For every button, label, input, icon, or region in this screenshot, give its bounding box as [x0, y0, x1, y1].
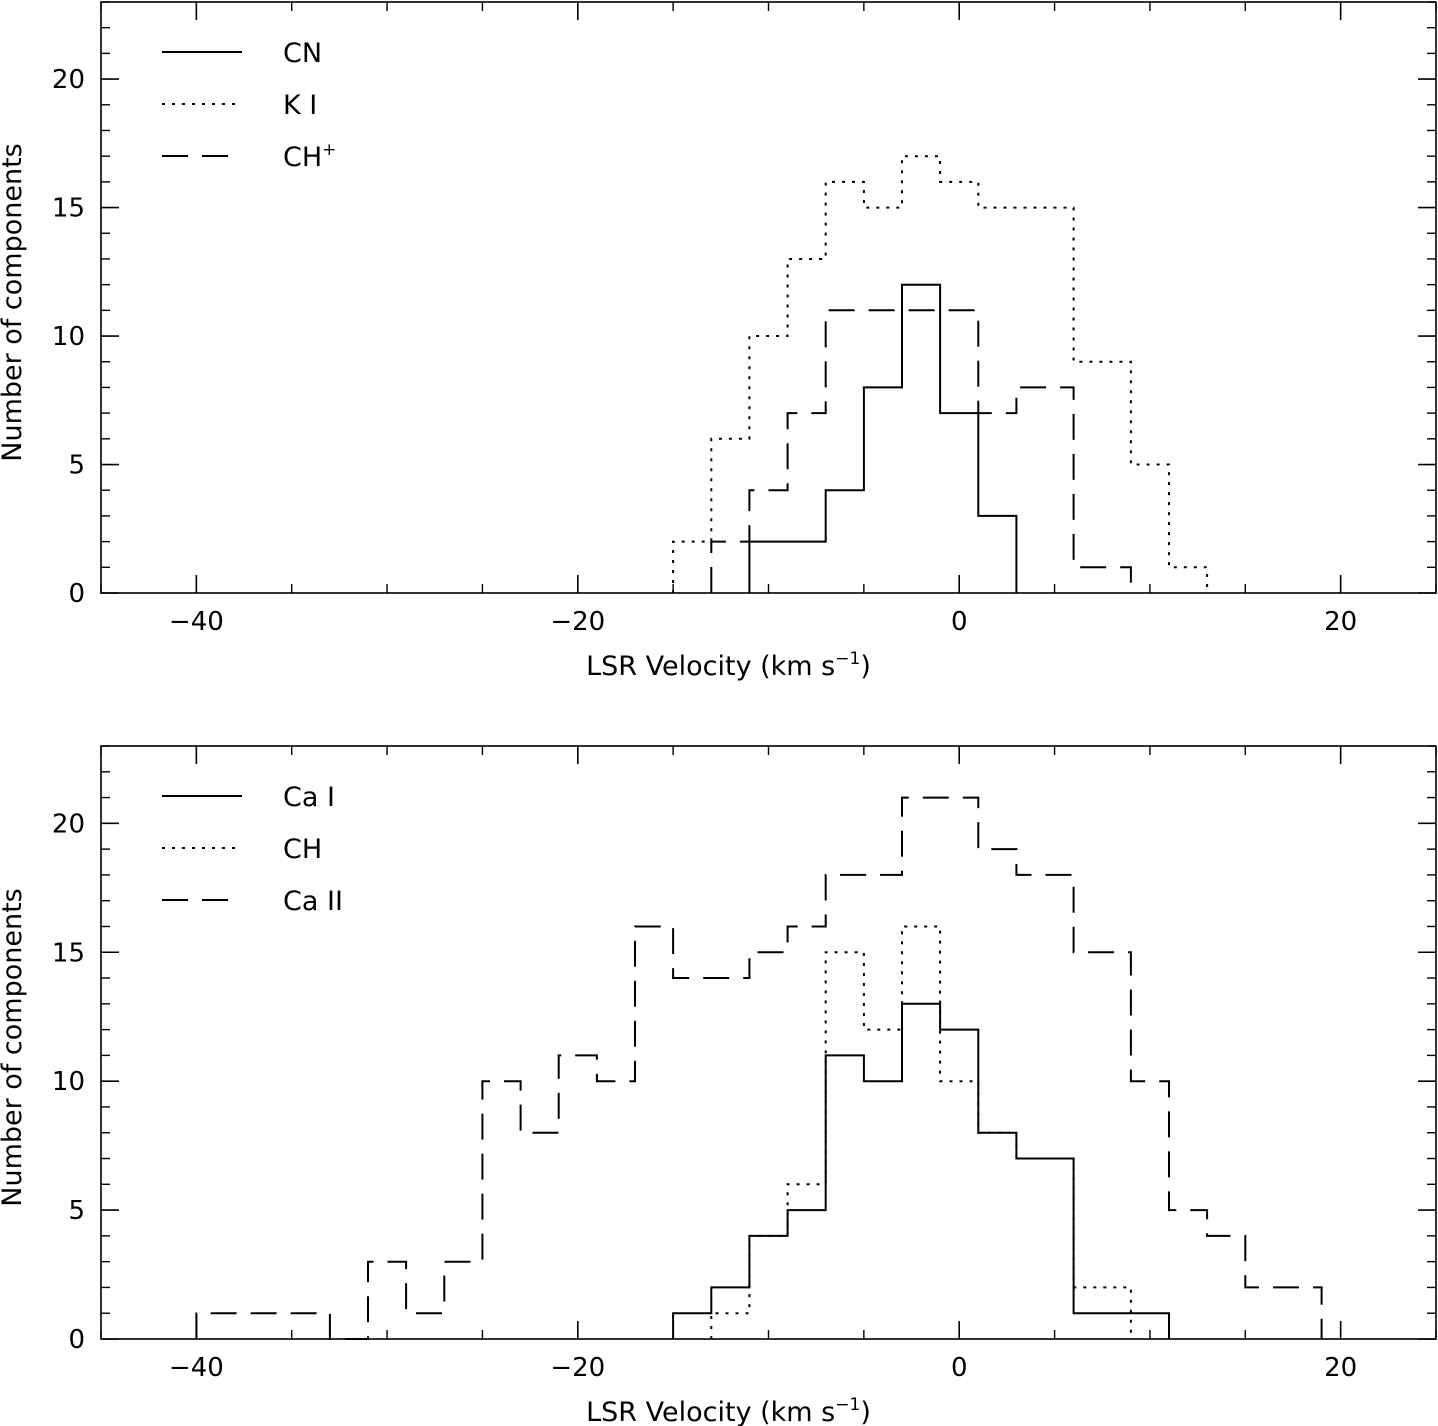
- x-tick-label: 0: [951, 1353, 968, 1383]
- x-axis-title-close: ): [860, 651, 871, 682]
- x-tick-label: 20: [1324, 1353, 1357, 1383]
- series-k-i-line: [672, 155, 1209, 593]
- bottom-panel: −40 −20 0 20 0 5 10 15 20 LSR Velocity (km s−1) Nu…: [0, 745, 1437, 1426]
- x-axis-title-superscript: −1: [835, 1395, 860, 1415]
- y-tick-label: 15: [52, 938, 85, 968]
- x-axis-title-superscript: −1: [835, 649, 860, 669]
- legend-label-superscript: +: [322, 140, 336, 160]
- x-tick-label: −40: [169, 607, 224, 637]
- y-axis-title: Number of components: [0, 143, 28, 461]
- y-tick-label: 5: [68, 1196, 85, 1226]
- x-tick-label: −40: [169, 1353, 224, 1383]
- x-tick-label: −20: [550, 1353, 605, 1383]
- legend-label-ch: CH: [283, 834, 322, 865]
- x-tick-label: −20: [550, 607, 605, 637]
- x-tick-label: 20: [1324, 607, 1357, 637]
- y-tick-label: 10: [52, 322, 85, 352]
- y-tick-label: 0: [68, 579, 85, 609]
- series-ca-i-line: [672, 1002, 1170, 1339]
- y-tick-label: 20: [52, 65, 85, 95]
- x-axis-title: LSR Velocity (km s−1): [586, 649, 871, 682]
- y-tick-label: 10: [52, 1067, 85, 1097]
- y-tick-label: 5: [68, 451, 85, 481]
- x-axis-title-close: ): [860, 1397, 871, 1426]
- legend-label-ch-plus: CH+: [283, 140, 336, 173]
- x-tick-label: 0: [951, 607, 968, 637]
- series-ch-line: [710, 925, 1132, 1339]
- legend-label-ca-ii: Ca II: [283, 886, 343, 917]
- legend-label-ca-i: Ca I: [283, 782, 335, 813]
- legend-label-k-i: K I: [283, 90, 317, 121]
- y-tick-label: 20: [52, 809, 85, 839]
- y-tick-label: 0: [68, 1325, 85, 1355]
- y-tick-label: 15: [52, 194, 85, 224]
- series-cn-line: [748, 283, 1018, 593]
- series-ca-ii-line: [195, 796, 1323, 1340]
- y-axis-title: Number of components: [0, 888, 28, 1206]
- legend-label-cn: CN: [283, 38, 322, 69]
- top-panel: −40 −20 0 20 0 5 10 15 20 LSR Velocity (km s−1) Nu…: [0, 1, 1437, 682]
- series-ch-plus-line: [710, 309, 1132, 593]
- x-axis-title: LSR Velocity (km s−1): [586, 1395, 871, 1426]
